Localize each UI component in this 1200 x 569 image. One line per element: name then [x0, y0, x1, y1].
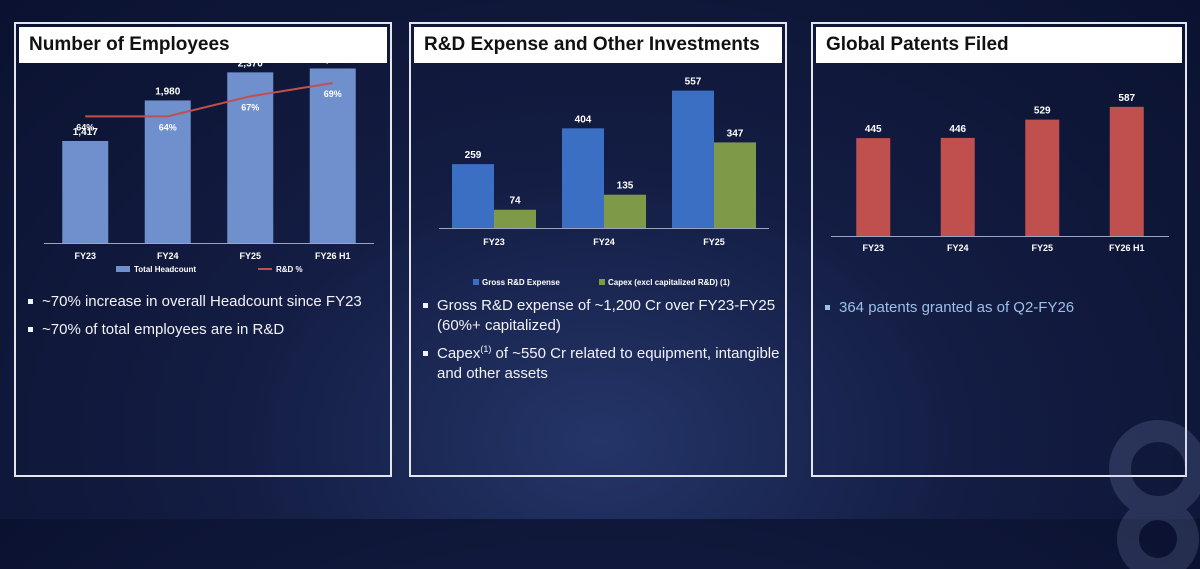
x-tick-label: FY25 — [1031, 243, 1053, 253]
rd-expense-bar — [562, 128, 604, 228]
panel-title: Global Patents Filed — [816, 27, 1182, 63]
x-tick-label: FY26 H1 — [315, 251, 351, 261]
employees-panel: Number of Employees 1,417 FY23 1,980 FY24 2,… — [14, 22, 392, 477]
bar-value-label: 2,370 — [238, 58, 263, 69]
headcount-bar — [144, 100, 191, 243]
bar-value-label: 2,424 — [320, 54, 345, 65]
legend-label: Capex (excl capitalized R&D) (1) — [608, 278, 730, 287]
rd-percent-label: 67% — [241, 102, 259, 112]
patents-chart: 445 FY23 446 FY24 529 FY25 587 FY26 H1 — [831, 93, 1169, 253]
bar-value-label: 1,417 — [73, 127, 98, 138]
x-tick-label: FY26 H1 — [1109, 243, 1145, 253]
capex-bar — [714, 142, 756, 228]
bullet-item: Capex(1) of ~550 Cr related to equipment… — [421, 344, 783, 384]
bullet-item: ~70% increase in overall Headcount since… — [26, 292, 386, 312]
legend-label: Gross R&D Expense — [482, 278, 560, 287]
patents-bar — [1025, 119, 1060, 236]
logo-watermark — [1109, 420, 1200, 569]
bar-value-label: 446 — [949, 124, 966, 135]
footnote-marker: (1) — [480, 344, 492, 354]
legend-swatch — [473, 279, 479, 285]
capex-bar — [494, 209, 536, 228]
bar-value-label: 445 — [865, 124, 882, 135]
bullet-text: Capex — [437, 345, 481, 362]
panel-title: Number of Employees — [19, 27, 387, 63]
bar-value-label: 74 — [509, 196, 521, 207]
employees-bullets: ~70% increase in overall Headcount since… — [26, 292, 386, 348]
x-tick-label: FY25 — [703, 237, 725, 247]
headcount-bar — [309, 68, 356, 243]
bar-value-label: 587 — [1118, 93, 1135, 104]
x-tick-label: FY24 — [157, 251, 179, 261]
patents-bar — [940, 137, 975, 236]
patents-bar — [856, 138, 891, 236]
bar-value-label: 135 — [617, 181, 634, 192]
patents-bullets: 364 patents granted as of Q2-FY26 — [823, 298, 1179, 326]
x-tick-label: FY24 — [947, 243, 969, 253]
bullet-item: Gross R&D expense of ~1,200 Cr over FY23… — [421, 296, 783, 336]
x-tick-label: FY23 — [483, 237, 505, 247]
rd-percent-label: 64% — [76, 122, 94, 132]
rd-percent-label: 64% — [159, 122, 177, 132]
bar-value-label: 557 — [685, 77, 702, 88]
rd-expense-bullets: Gross R&D expense of ~1,200 Cr over FY23… — [421, 296, 783, 392]
rd-expense-bar — [672, 90, 714, 229]
bullet-item: 364 patents granted as of Q2-FY26 — [823, 298, 1179, 318]
x-tick-label: FY25 — [239, 251, 261, 261]
patents-panel: Global Patents Filed 445 FY23 446 FY24 529 FY… — [811, 22, 1187, 477]
legend-swatch — [116, 266, 130, 272]
bar-value-label: 404 — [575, 114, 592, 125]
headcount-bar — [62, 140, 109, 243]
legend-label: Total Headcount — [134, 265, 196, 274]
employees-chart: 1,417 FY23 1,980 FY24 2,370 FY25 2,424 FY26 H1 6… — [44, 54, 374, 274]
bar-value-label: 347 — [727, 128, 744, 139]
patents-bar — [1109, 106, 1144, 236]
bullet-item: ~70% of total employees are in R&D — [26, 320, 386, 340]
capex-bar — [604, 194, 646, 228]
rd-expense-bar — [452, 164, 494, 228]
x-tick-label: FY23 — [74, 251, 96, 261]
rd-percent-label: 69% — [324, 89, 342, 99]
x-tick-label: FY24 — [593, 237, 615, 247]
bar-value-label: 259 — [465, 150, 482, 161]
rd-expense-chart: 259 74 FY23 404 135 FY24 557 347 FY25 Gross R&D E… — [439, 77, 769, 287]
bar-value-label: 1,980 — [155, 86, 180, 97]
bullet-text: of ~550 Cr related to equipment, intangi… — [437, 345, 780, 382]
panel-title: R&D Expense and Other Investments — [414, 27, 782, 63]
legend-swatch — [599, 279, 605, 285]
x-tick-label: FY23 — [862, 243, 884, 253]
legend-label: R&D % — [276, 265, 303, 274]
rd-percent-line — [85, 82, 333, 118]
rd-expense-panel: R&D Expense and Other Investments 259 74 F… — [409, 22, 787, 477]
headcount-bar — [227, 72, 274, 243]
bar-value-label: 529 — [1034, 106, 1051, 117]
